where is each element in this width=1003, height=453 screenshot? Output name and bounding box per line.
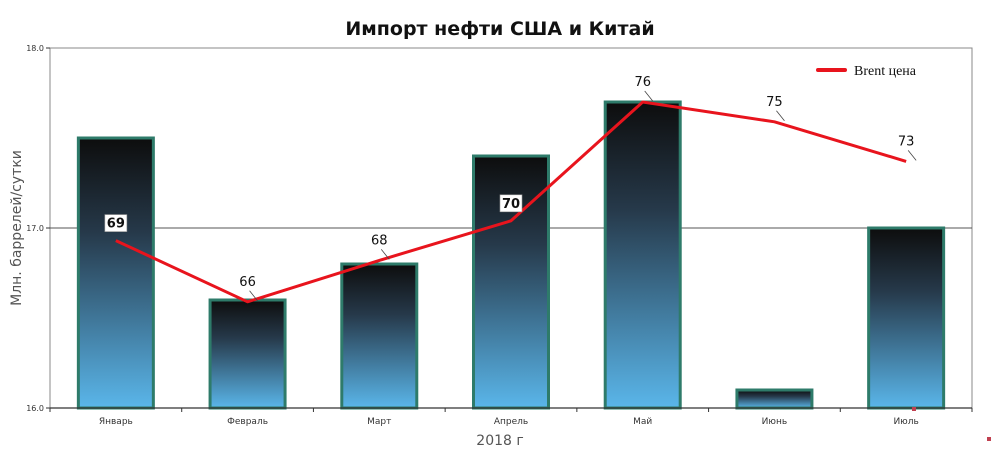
- bar-3: [340, 262, 419, 410]
- y-tick-label: 18.0: [26, 44, 44, 53]
- data-label-box: [499, 194, 523, 213]
- data-label: 76: [634, 75, 651, 90]
- x-tick-label: Апрель: [494, 417, 528, 427]
- bar-1: [76, 136, 155, 410]
- legend-item-brent: Brent цена: [854, 64, 917, 79]
- x-tick-label: Март: [367, 417, 391, 427]
- data-label: 70: [502, 197, 520, 212]
- data-label: 68: [371, 233, 388, 248]
- data-label-leader: [907, 150, 917, 161]
- data-label-leader: [776, 110, 785, 122]
- x-tick-label: Июль: [893, 417, 918, 427]
- x-axis: Январь Февраль Март Апрель Май Июнь Июль: [49, 407, 973, 427]
- legend: Brent цена: [816, 64, 917, 79]
- bar-7: [867, 226, 946, 410]
- x-tick-label: Февраль: [227, 417, 268, 427]
- x-tick-label: Май: [633, 417, 652, 427]
- y-axis-title: Млн. баррелей/сутки: [9, 150, 25, 306]
- data-label-leader: [644, 90, 654, 102]
- chart-title: Импорт нефти США и Китай: [345, 18, 654, 40]
- x-tick-label: Январь: [99, 417, 133, 427]
- marker-icon: [912, 407, 916, 411]
- data-labels: 69 66 68 70 76 75 73: [104, 75, 917, 302]
- y-tick-label: 17.0: [26, 224, 44, 233]
- data-label: 75: [766, 95, 783, 110]
- bar-6: [735, 388, 814, 410]
- bar-2: [208, 298, 287, 410]
- marker-icon: [987, 437, 991, 441]
- line-series: [115, 100, 907, 304]
- brent-price-line: [115, 100, 907, 304]
- data-label-leader: [380, 249, 390, 260]
- y-tick-label: 16.0: [26, 404, 44, 413]
- x-tick-label: Июнь: [762, 417, 788, 427]
- x-axis-title: 2018 г: [476, 433, 523, 449]
- bar-series: [76, 100, 946, 410]
- data-label-box: [104, 214, 128, 232]
- data-label: 66: [239, 275, 256, 290]
- data-label-leader: [249, 290, 258, 302]
- bar-4: [472, 154, 550, 410]
- data-label: 73: [898, 134, 915, 149]
- y-axis: 16.0 17.0 18.0: [26, 44, 50, 413]
- bar-5: [603, 100, 682, 410]
- data-label: 69: [107, 217, 125, 232]
